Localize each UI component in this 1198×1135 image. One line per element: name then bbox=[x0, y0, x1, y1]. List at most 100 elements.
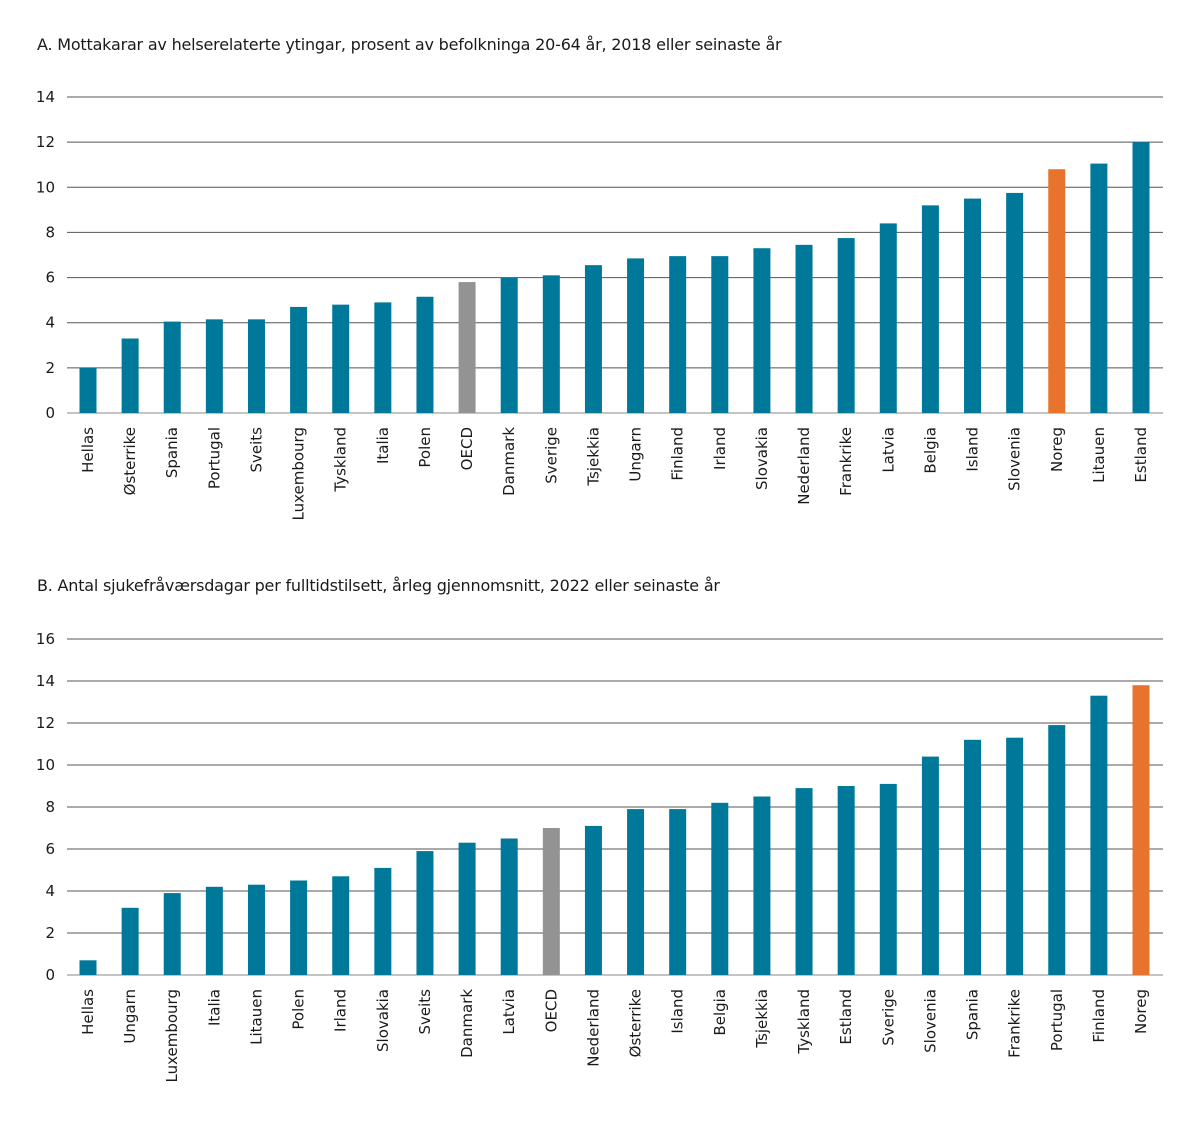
chart-a-bar-estland bbox=[1132, 142, 1150, 413]
chart-b-bar-ungarn bbox=[121, 907, 139, 975]
chart-a-xtick-label: Slovenia bbox=[1006, 427, 1024, 491]
chart-a-bar-nederland bbox=[795, 244, 813, 413]
chart-a-bar-finland bbox=[669, 256, 687, 413]
chart-b-ytick-label: 10 bbox=[36, 756, 55, 774]
chart-a-xtick-label: Ungarn bbox=[627, 427, 645, 482]
chart-a-xtick-label: Tyskland bbox=[332, 427, 350, 493]
chart-b-xtick-label: Østerrike bbox=[627, 989, 645, 1057]
chart-a-bar-danmark bbox=[500, 277, 518, 413]
chart-a-xtick-label: Tsjekkia bbox=[584, 427, 602, 487]
chart-a-ytick-label: 2 bbox=[45, 359, 55, 377]
chart-b-bar-sverige bbox=[879, 783, 897, 975]
chart-b-bar-estland bbox=[837, 786, 855, 975]
chart-b-xtick-label: Sverige bbox=[879, 989, 897, 1046]
chart-b-xtick-label: Litauen bbox=[247, 989, 265, 1045]
chart-b-ytick-label: 14 bbox=[36, 672, 55, 690]
chart-a-bar-oecd bbox=[458, 282, 476, 413]
chart-b-bar-polen bbox=[290, 880, 308, 975]
chart-a-bar-luxembourg bbox=[290, 306, 308, 413]
chart-b-bar-latvia bbox=[500, 838, 518, 975]
chart-a-bar-litauen bbox=[1090, 163, 1108, 413]
chart-b-bar-sveits bbox=[416, 851, 434, 975]
chart-b-bar-italia bbox=[205, 886, 223, 975]
chart-a-xtick-label: OECD bbox=[458, 427, 476, 470]
chart-b-bar-slovakia bbox=[374, 867, 392, 975]
chart-a-xtick-label: Estland bbox=[1132, 427, 1150, 483]
chart-a-xtick-label: Litauen bbox=[1090, 427, 1108, 483]
chart-a-title: A. Mottakarar av helserelaterte ytingar,… bbox=[37, 35, 782, 54]
chart-a-xtick-label: Slovakia bbox=[753, 427, 771, 490]
chart-a-xtick-label: Portugal bbox=[205, 427, 223, 489]
chart-a-xtick-label: Frankrike bbox=[837, 427, 855, 496]
chart-b-xtick-label: Portugal bbox=[1048, 989, 1066, 1051]
chart-b-xtick-label: Tyskland bbox=[795, 989, 813, 1055]
chart-b-xtick-label: Italia bbox=[205, 989, 223, 1026]
chart-a-ytick-label: 0 bbox=[45, 404, 55, 422]
chart-a-xtick-label: Spania bbox=[163, 427, 181, 478]
chart-a-xtick-label: Latvia bbox=[879, 427, 897, 473]
chart-a-bar-noreg bbox=[1048, 169, 1066, 413]
chart-a-bar-polen bbox=[416, 296, 434, 413]
chart-b-xtick-label: Frankrike bbox=[1006, 989, 1024, 1058]
chart-a-xtick-label: Belgia bbox=[921, 427, 939, 474]
chart-b-xtick-label: Hellas bbox=[79, 989, 97, 1035]
chart-a-xtick-label: Danmark bbox=[500, 427, 518, 496]
chart-a-xtick-label: Luxembourg bbox=[290, 427, 308, 521]
chart-b-xtick-label: Polen bbox=[290, 989, 308, 1030]
chart-b-xtick-label: OECD bbox=[542, 989, 560, 1032]
chart-a-ytick-label: 4 bbox=[45, 314, 55, 332]
chart-a-xtick-label: Hellas bbox=[79, 427, 97, 473]
chart-a-bar-hellas bbox=[79, 367, 97, 413]
chart-a-xtick-label: Sverige bbox=[542, 427, 560, 484]
chart-b-ytick-label: 16 bbox=[36, 630, 55, 648]
chart-b-xtick-label: Belgia bbox=[711, 989, 729, 1036]
chart-b-ytick-label: 12 bbox=[36, 714, 55, 732]
chart-b-xtick-label: Luxembourg bbox=[163, 989, 181, 1083]
chart-b-bar-østerrike bbox=[627, 809, 645, 975]
chart-b-bar-finland bbox=[1090, 695, 1108, 975]
chart-b-xtick-label: Danmark bbox=[458, 989, 476, 1058]
chart-a-ytick-label: 10 bbox=[36, 178, 55, 196]
chart-a-xtick-label: Nederland bbox=[795, 427, 813, 505]
chart-b-bar-slovenia bbox=[921, 756, 939, 975]
chart-a-xtick-label: Irland bbox=[711, 427, 729, 470]
chart-a-bar-portugal bbox=[205, 319, 223, 413]
chart-b-xtick-label: Spania bbox=[964, 989, 982, 1040]
chart-a-bar-ungarn bbox=[627, 258, 645, 413]
chart-a-bar-tsjekkia bbox=[584, 265, 602, 413]
chart-b-xtick-label: Island bbox=[669, 989, 687, 1034]
chart-b-bar-portugal bbox=[1048, 725, 1066, 975]
chart-b-bar-tyskland bbox=[795, 788, 813, 975]
chart-a-bar-tyskland bbox=[332, 304, 350, 413]
chart-a-xtick-label: Italia bbox=[374, 427, 392, 464]
chart-b-bar-belgia bbox=[711, 802, 729, 975]
chart-b-bar-litauen bbox=[247, 884, 265, 975]
chart-a-xtick-label: Noreg bbox=[1048, 427, 1066, 472]
chart-a-xtick-label: Sveits bbox=[247, 427, 265, 473]
chart-a-bar-latvia bbox=[879, 223, 897, 413]
chart-b-xtick-label: Finland bbox=[1090, 989, 1108, 1043]
chart-b-xtick-label: Slovenia bbox=[921, 989, 939, 1053]
chart-a-ytick-label: 6 bbox=[45, 269, 55, 287]
chart-b-bar-spania bbox=[964, 739, 982, 975]
chart-b-xtick-label: Latvia bbox=[500, 989, 518, 1035]
chart-b-ytick-label: 2 bbox=[45, 924, 55, 942]
chart-b-bar-noreg bbox=[1132, 685, 1150, 975]
chart-a-bar-slovakia bbox=[753, 248, 771, 413]
chart-b-ytick-label: 4 bbox=[45, 882, 55, 900]
chart-b-ytick-label: 0 bbox=[45, 966, 55, 984]
chart-b-bar-nederland bbox=[584, 825, 602, 975]
chart-a-bar-irland bbox=[711, 256, 729, 413]
chart-a-bar-frankrike bbox=[837, 238, 855, 413]
chart-a-ytick-label: 12 bbox=[36, 133, 55, 151]
chart-a-xtick-label: Østerrike bbox=[121, 427, 139, 495]
chart-a-xtick-label: Polen bbox=[416, 427, 434, 468]
chart-b-title: B. Antal sjukefråværsdagar per fulltidst… bbox=[37, 576, 720, 595]
chart-b-xtick-label: Slovakia bbox=[374, 989, 392, 1052]
chart-b-xtick-label: Nederland bbox=[584, 989, 602, 1067]
chart-a-bar-sverige bbox=[542, 275, 560, 413]
chart-b-bar-danmark bbox=[458, 842, 476, 975]
chart-a-bar-island bbox=[964, 198, 982, 413]
chart-b-bar-frankrike bbox=[1006, 737, 1024, 975]
chart-b-bar-irland bbox=[332, 876, 350, 975]
